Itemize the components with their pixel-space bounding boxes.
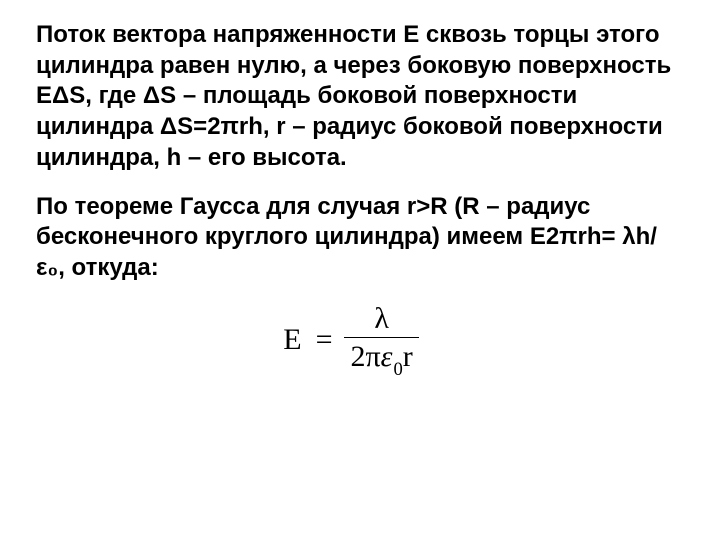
formula-denominator: 2πε0r [344, 340, 418, 378]
paragraph-2: По теореме Гаусса для случая r>R (R – ра… [36, 192, 672, 284]
formula-equals: = [310, 323, 339, 357]
formula-numerator: λ [368, 302, 395, 335]
formula: E = λ 2πε0r [283, 302, 425, 378]
formula-fraction: λ 2πε0r [338, 302, 424, 378]
formula-container: E = λ 2πε0r [36, 302, 672, 378]
den-prefix: 2π [350, 340, 380, 373]
den-epsilon: ε [381, 340, 393, 373]
den-subscript: 0 [393, 359, 402, 380]
formula-lhs: E [283, 323, 309, 357]
paragraph-1: Поток вектора напряженности E сквозь тор… [36, 20, 672, 174]
den-suffix: r [403, 340, 413, 373]
formula-fraction-bar [344, 337, 418, 338]
page: Поток вектора напряженности E сквозь тор… [0, 0, 720, 540]
